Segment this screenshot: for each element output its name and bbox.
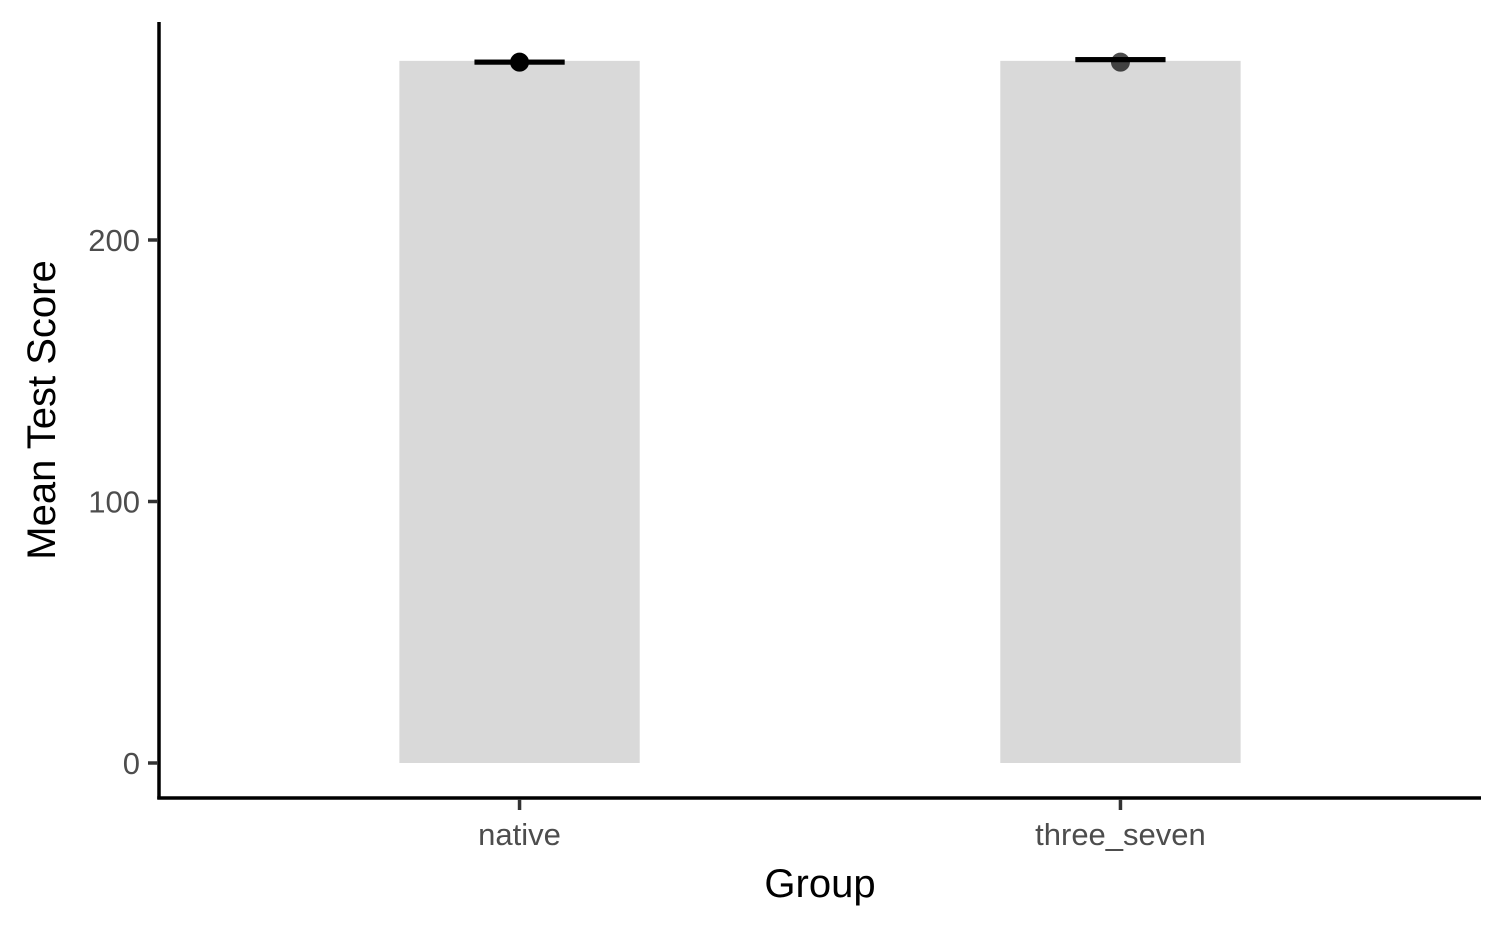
y-ticks: 0 100 200 <box>88 223 158 781</box>
y-tick-label-0: 0 <box>123 746 140 781</box>
bar-three_seven <box>1000 60 1241 764</box>
point-native <box>510 52 530 72</box>
y-tick-label-100: 100 <box>88 485 140 520</box>
x-ticks: native three_seven <box>478 799 1206 852</box>
y-axis-title: Mean Test Score <box>20 260 64 559</box>
x-tick-label-native: native <box>478 817 561 852</box>
x-tick-label-three_seven: three_seven <box>1035 817 1206 852</box>
bar-native <box>399 60 640 764</box>
point-three_seven <box>1110 52 1130 72</box>
x-axis-title: Group <box>764 862 875 906</box>
points-layer <box>510 52 1130 72</box>
bars-layer <box>399 60 1241 764</box>
y-tick-label-200: 200 <box>88 223 140 258</box>
